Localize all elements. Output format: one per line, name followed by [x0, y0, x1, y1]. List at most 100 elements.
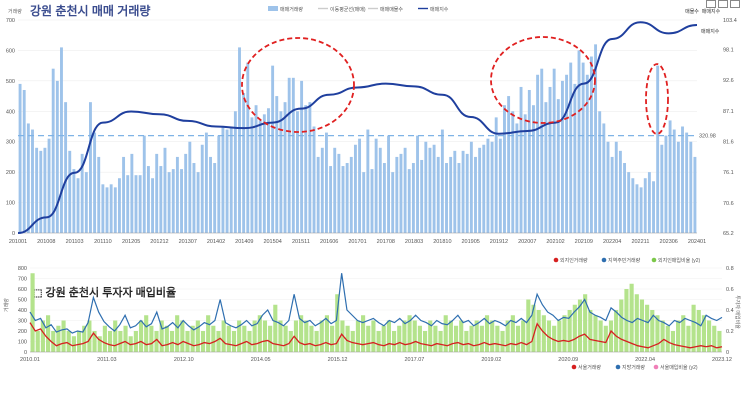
chart1-index-line-label: 매매지수 — [701, 28, 720, 35]
chart1-bar — [465, 153, 469, 233]
chart2-x-tick-label: 2011.03 — [97, 357, 116, 363]
chart2-ratio-bar — [428, 320, 433, 352]
chart1-bar — [163, 147, 167, 233]
chart2-ratio-bar — [299, 315, 304, 352]
chart1-bar — [84, 172, 88, 233]
chart1-bar — [453, 150, 457, 233]
chart1-bar — [188, 141, 192, 233]
maximize-icon[interactable] — [718, 0, 728, 8]
chart1-y2-tick-label: 65.2 — [723, 231, 734, 237]
chart2-legend-marker — [653, 364, 659, 370]
chart2-title-text: 강원 춘천시 투자자 매입비율 — [45, 287, 177, 299]
chart2-ratio-bar — [701, 315, 706, 352]
chart2-ratio-bar — [562, 315, 567, 352]
chart1-x-tick-label: 202306 — [660, 239, 678, 245]
chart2-local-resident-line — [29, 273, 723, 334]
chart1-y-tick-label: 700 — [6, 18, 15, 24]
chart1-y2-tick-label: 87.1 — [723, 109, 734, 115]
chart1-bar — [436, 156, 440, 233]
chart2-ratio-bar — [526, 299, 531, 352]
chart1-bar — [614, 141, 618, 233]
chart2-ratio-bar — [293, 320, 299, 352]
chart2-title: ⬚ 강원 춘천시 투자자 매입비율 — [33, 284, 176, 300]
chart1-bar — [503, 105, 506, 233]
chart1-bar — [80, 153, 84, 233]
chart1-bar — [287, 77, 291, 233]
chart1-x-tick-label: 201409 — [235, 239, 253, 245]
chart1-y-tick-label: 100 — [6, 201, 15, 207]
chart1-bar — [482, 144, 486, 233]
chart1-y-tick-label: 600 — [6, 48, 15, 54]
chart1-bar — [565, 74, 569, 234]
chart1-bar — [275, 96, 279, 233]
chart1-y2-tick-label: 70.6 — [723, 201, 734, 207]
chart2-ratio-bar — [345, 325, 350, 352]
chart2-ratio-bar — [309, 325, 314, 352]
chart1-bar — [449, 156, 453, 233]
chart2-ratio-bar — [639, 299, 645, 352]
chart1-bar — [109, 184, 113, 233]
chart2-ratio-bar — [691, 304, 696, 352]
chart2-ratio-bar — [118, 331, 123, 352]
chart1-bar — [635, 184, 639, 233]
chart1-x-tick-label: 201008 — [37, 239, 55, 245]
chart2-ratio-bar — [113, 320, 118, 352]
chart2-x-tick-label: 2019.02 — [481, 357, 501, 363]
chart2-ratio-bar — [531, 304, 536, 352]
chart1-y-axis-label: 거래량 — [8, 8, 22, 15]
chart2-ratio-bar — [371, 320, 376, 352]
chart1-bar — [403, 147, 407, 233]
chart1-bar — [399, 153, 403, 233]
chart1-bar — [204, 132, 208, 233]
chart2-ratio-bar — [324, 315, 330, 352]
chart1-bar — [296, 111, 299, 233]
chart1-x-tick-label: 202204 — [603, 239, 621, 245]
minimize-icon[interactable] — [706, 0, 716, 8]
chart1-bar — [113, 187, 117, 233]
chart2-ratio-bar — [386, 320, 391, 352]
chart2-y-tick-label: 500 — [18, 298, 27, 304]
chart1-bar — [536, 74, 540, 234]
chart1-bar — [461, 150, 465, 233]
chart1-x-tick-label: 201212 — [150, 239, 168, 245]
chart1-y-tick-label: 400 — [6, 109, 15, 115]
chart1-x-tick-label: 201110 — [94, 239, 112, 245]
chart2-ratio-bar — [433, 325, 438, 352]
chart1-bar — [370, 169, 374, 233]
chart2-y-tick-label: 700 — [18, 277, 27, 283]
chart2-ratio-bar — [417, 325, 422, 352]
chart1-bar — [184, 153, 188, 233]
chart2-ratio-bar — [381, 325, 386, 352]
chart1-bar — [167, 172, 171, 233]
chart2-ratio-bar — [190, 325, 195, 352]
chart1-x-tick-label: 201905 — [461, 239, 479, 245]
chart1-bar — [610, 156, 614, 233]
chart1-bar — [72, 169, 76, 233]
chart1-bar — [569, 62, 573, 233]
chart2-ratio-bar — [521, 320, 526, 352]
chart1-bar — [180, 169, 183, 233]
chart2-ratio-bar — [71, 336, 76, 352]
chart2-ratio-bar — [696, 310, 701, 352]
chart1-bar — [134, 175, 138, 233]
chart1-bar — [229, 126, 233, 233]
chart1-bar — [494, 117, 498, 233]
chart1-title: 강원 춘천시 매매 거래량 — [30, 4, 151, 18]
chart1-bar — [391, 172, 395, 233]
chart1-bar — [486, 138, 490, 233]
chart2-y-tick-label: 300 — [18, 319, 27, 325]
chart2-ratio-bar — [536, 310, 541, 352]
chart2-ratio-bar — [402, 320, 407, 352]
chart1-bar — [246, 62, 250, 233]
chart2-ratio-bar — [593, 315, 598, 352]
chart1-legend-label: 매매거래량 — [280, 6, 303, 13]
chart2-ratio-bar — [495, 325, 500, 352]
chart2-ratio-bar — [655, 315, 660, 352]
chart2-ratio-bar — [572, 304, 577, 352]
chart1-bar — [300, 80, 304, 233]
chart2-legend-marker — [651, 257, 657, 263]
chart2-ratio-bar — [226, 325, 231, 352]
chart2-ratio-bar — [438, 331, 443, 352]
chart1-bar — [26, 123, 30, 233]
close-icon[interactable] — [730, 0, 740, 8]
